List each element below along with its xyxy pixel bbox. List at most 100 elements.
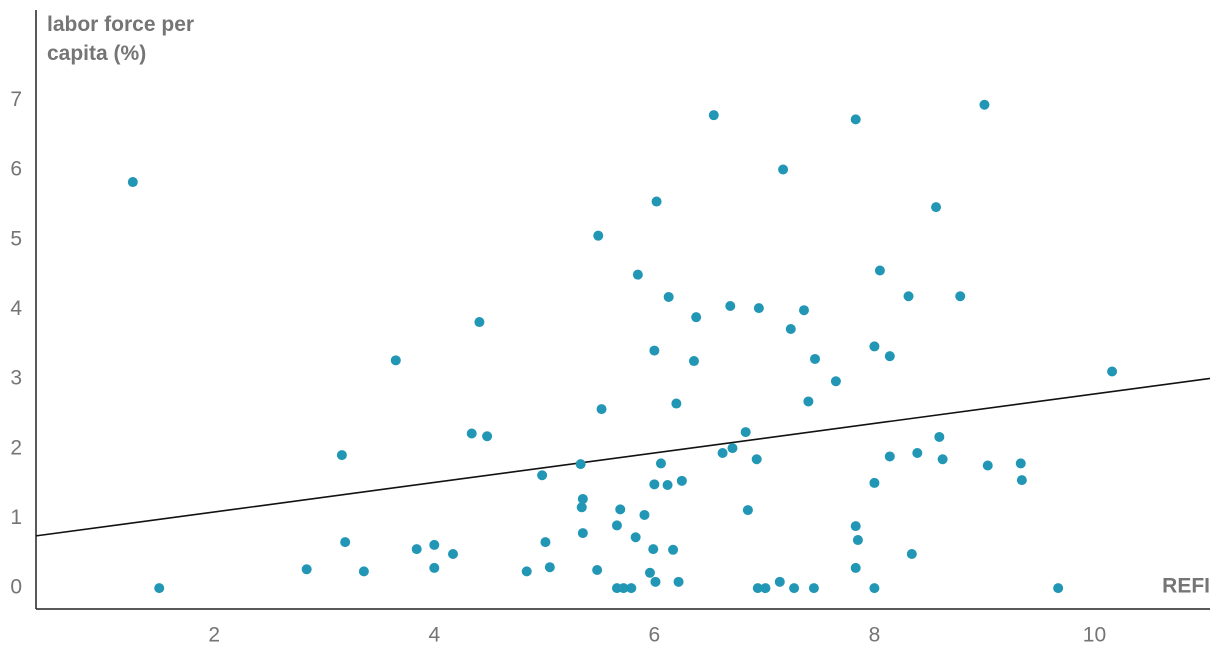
point	[884, 351, 895, 362]
point	[830, 376, 841, 387]
point	[537, 470, 548, 481]
point	[688, 356, 699, 367]
point	[630, 532, 641, 543]
x-tick-label: 10	[1083, 624, 1106, 647]
point	[955, 291, 966, 302]
point	[596, 404, 607, 415]
point	[649, 479, 660, 490]
point	[655, 458, 666, 469]
point	[742, 505, 753, 516]
point	[931, 202, 942, 213]
point	[1015, 458, 1026, 469]
point	[760, 583, 771, 594]
point	[154, 583, 165, 594]
point	[592, 564, 603, 575]
point	[668, 544, 679, 555]
x-tick-label: 2	[208, 624, 220, 647]
point	[774, 576, 785, 587]
point	[725, 301, 736, 312]
point	[663, 291, 674, 302]
point	[671, 398, 682, 409]
point	[803, 396, 814, 407]
point	[717, 447, 728, 458]
y-tick-label: 4	[10, 297, 22, 320]
point	[615, 504, 626, 515]
point	[912, 447, 923, 458]
point	[544, 562, 555, 573]
x-tick-label: 6	[649, 624, 661, 647]
point	[809, 353, 820, 364]
point	[778, 164, 789, 175]
point	[785, 324, 796, 335]
point	[874, 265, 885, 276]
point	[869, 477, 880, 488]
point	[448, 548, 459, 559]
trend-line	[35, 377, 1211, 537]
point	[1107, 366, 1118, 377]
point	[752, 583, 763, 594]
point	[411, 544, 422, 555]
y-tick-label: 3	[10, 367, 22, 390]
point	[593, 230, 604, 241]
point	[521, 566, 532, 577]
point	[649, 345, 660, 356]
y-axis-label: labor force per capita (%)	[47, 13, 195, 65]
point	[429, 539, 440, 550]
point	[869, 341, 880, 352]
point	[808, 583, 819, 594]
point	[626, 583, 637, 594]
point	[903, 291, 914, 302]
point	[474, 317, 485, 328]
point	[650, 576, 661, 587]
x-tick-label: 4	[428, 624, 440, 647]
point	[789, 583, 800, 594]
point	[979, 99, 990, 110]
point	[632, 269, 643, 280]
point	[340, 537, 351, 548]
point	[850, 562, 861, 573]
point	[390, 355, 401, 366]
point	[673, 576, 684, 587]
x-axis-label: REFI	[1162, 575, 1210, 598]
point	[576, 502, 587, 513]
point	[336, 450, 347, 461]
point	[934, 431, 945, 442]
point	[1016, 475, 1027, 486]
y-tick-label: 7	[10, 88, 22, 111]
point	[727, 443, 738, 454]
point	[740, 427, 751, 438]
point	[869, 583, 880, 594]
point	[577, 493, 588, 504]
point	[798, 305, 809, 316]
y-tick-label: 0	[10, 576, 22, 599]
point	[906, 548, 917, 559]
point	[753, 303, 764, 314]
y-tick-label: 5	[10, 227, 22, 250]
point	[466, 428, 477, 439]
point	[644, 567, 655, 578]
point	[611, 520, 622, 531]
point	[575, 459, 586, 470]
point	[1053, 583, 1064, 594]
y-tick-label: 1	[10, 506, 22, 529]
y-tick-label: 6	[10, 158, 22, 181]
y-tick-label: 2	[10, 436, 22, 459]
point	[618, 583, 629, 594]
point	[982, 460, 993, 471]
point	[651, 196, 662, 207]
x-tick-label: 8	[869, 624, 881, 647]
point	[852, 535, 863, 546]
point	[708, 110, 719, 121]
point	[358, 566, 369, 577]
point	[127, 177, 138, 188]
point	[850, 521, 861, 532]
point	[691, 312, 702, 323]
point	[937, 454, 948, 465]
point	[482, 431, 493, 442]
point	[662, 480, 673, 491]
point	[540, 537, 551, 548]
point	[648, 544, 659, 555]
point	[751, 454, 762, 465]
